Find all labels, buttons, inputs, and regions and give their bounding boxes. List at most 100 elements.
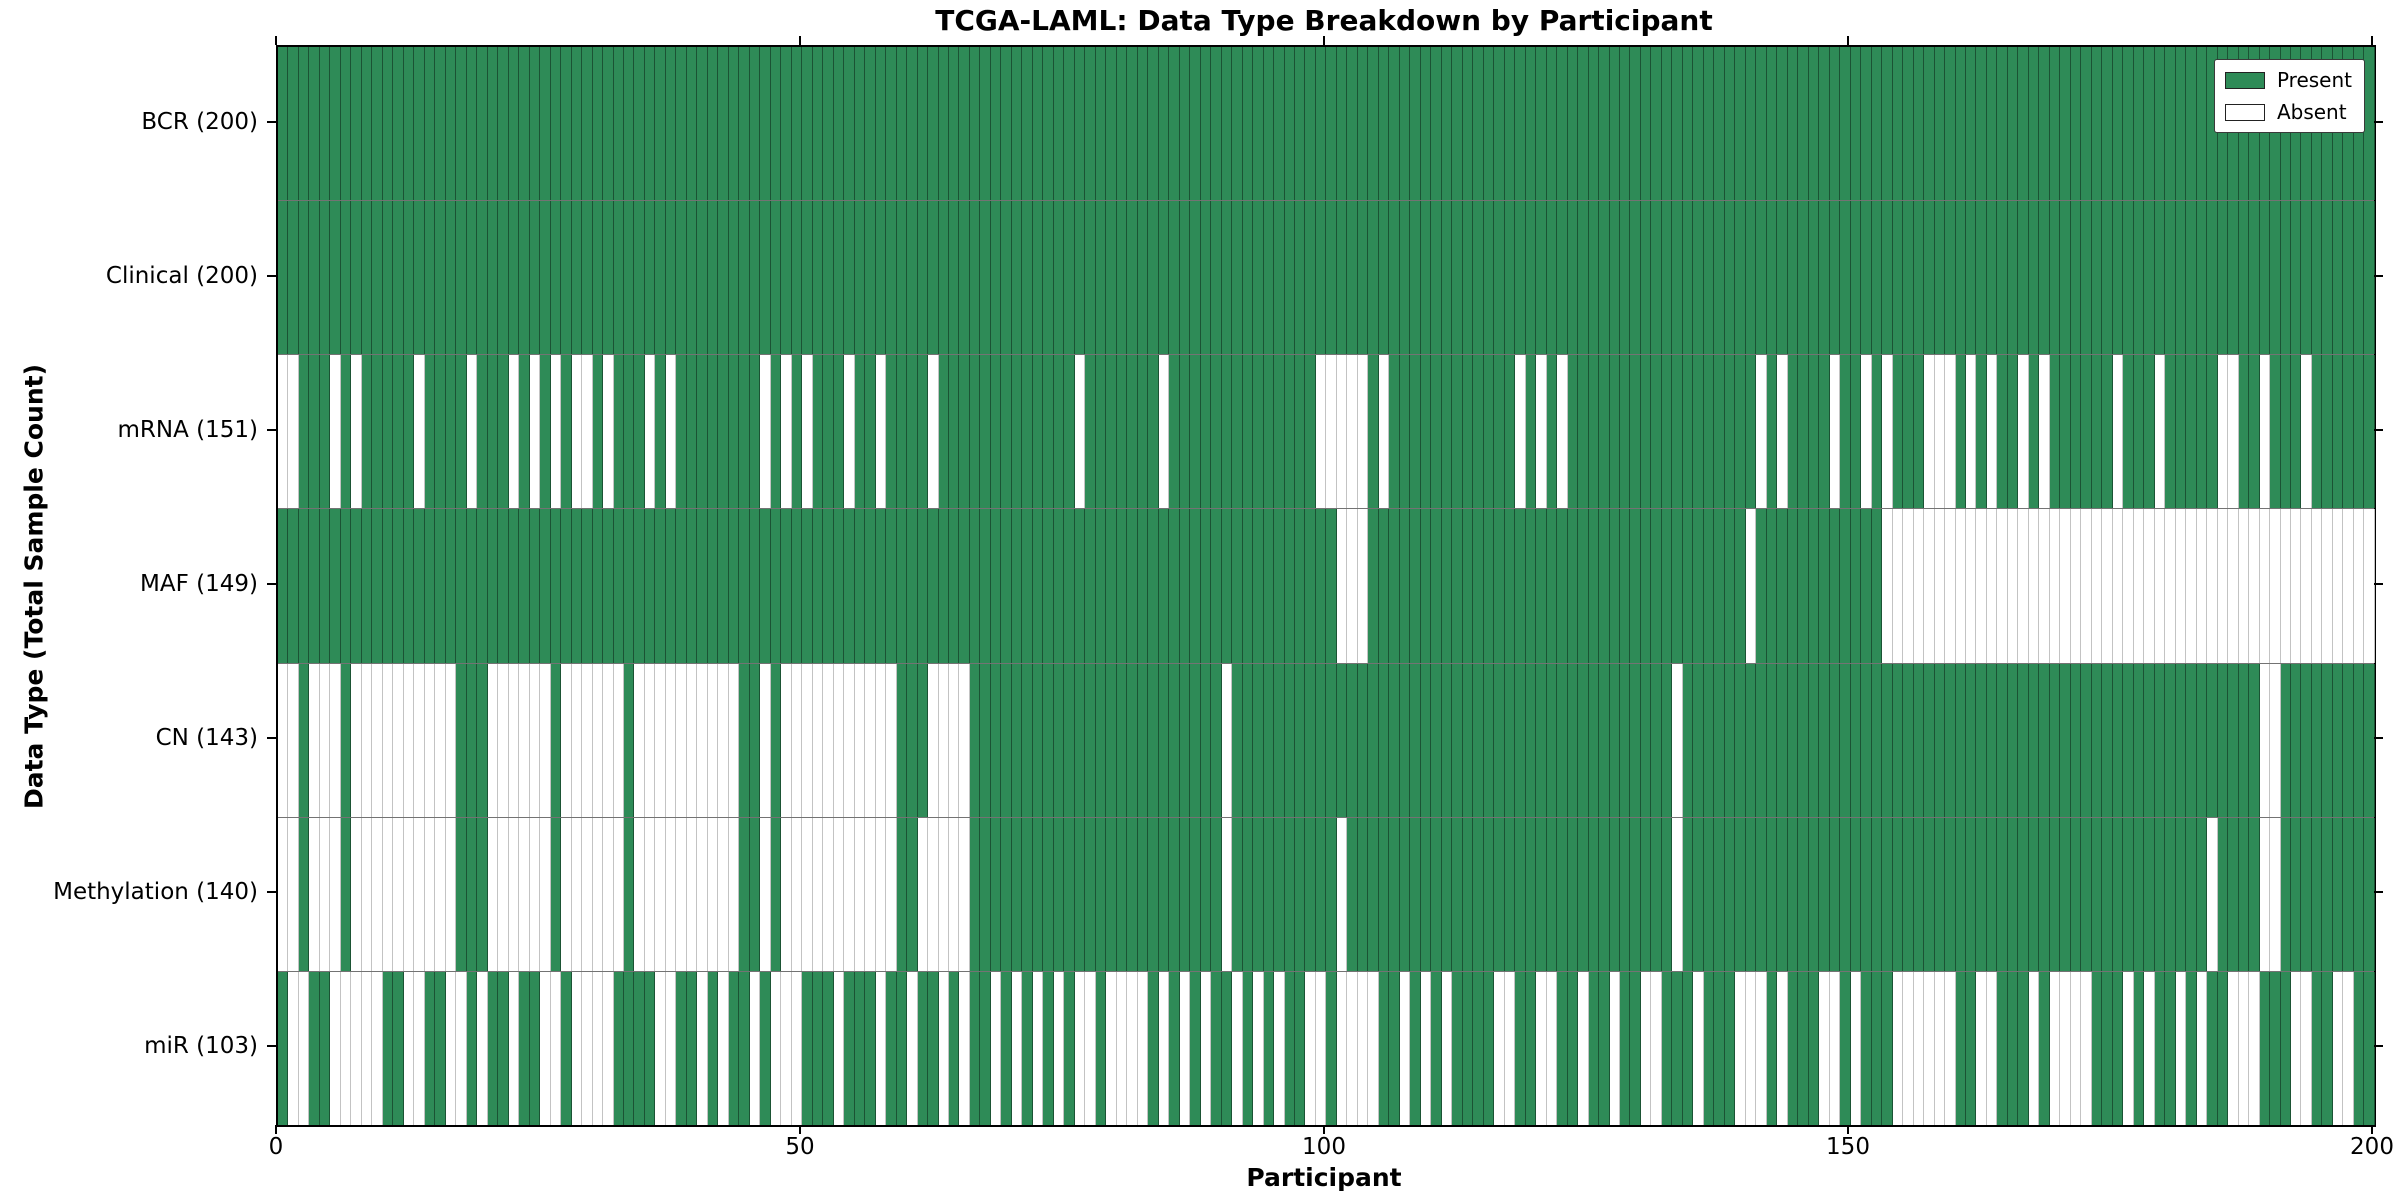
heatmap-cell [2249, 201, 2260, 355]
heatmap-cell [1242, 509, 1254, 663]
heatmap-cell [1536, 509, 1547, 663]
heatmap-cell [319, 509, 331, 663]
heatmap-cell [550, 355, 562, 509]
heatmap-cell [435, 663, 446, 817]
heatmap-cell [749, 817, 761, 971]
heatmap-cell [2165, 663, 2176, 817]
heatmap-cell [1032, 663, 1044, 817]
heatmap-cell [1085, 509, 1096, 663]
heatmap-cell [2322, 817, 2333, 971]
heatmap-cell [1410, 355, 1421, 509]
heatmap-cell [1389, 201, 1400, 355]
heatmap-cell [1315, 47, 1327, 201]
heatmap-cell [655, 355, 666, 509]
heatmap-cell [1043, 201, 1054, 355]
heatmap-cell [2353, 663, 2365, 817]
heatmap-cell [1934, 509, 1946, 663]
heatmap-cell [1326, 663, 1337, 817]
heatmap-cell [1525, 201, 1537, 355]
heatmap-cell [435, 817, 446, 971]
heatmap-cell [2081, 201, 2092, 355]
heatmap-cell [309, 817, 320, 971]
heatmap-cell [676, 663, 687, 817]
heatmap-cell [2175, 817, 2187, 971]
y-tick-label-MAF: MAF (149) [140, 571, 258, 597]
heatmap-cell [1515, 663, 1526, 817]
heatmap-cell [2091, 971, 2103, 1125]
heatmap-cell [2207, 817, 2218, 971]
heatmap-cell [739, 971, 750, 1125]
heatmap-cell [1378, 663, 1390, 817]
heatmap-cell [1945, 971, 1956, 1125]
heatmap-cell [456, 509, 467, 663]
heatmap-cell [582, 355, 593, 509]
heatmap-cell [1965, 201, 1977, 355]
heatmap-cell [854, 355, 866, 509]
heatmap-cell [456, 201, 467, 355]
heatmap-cell [2081, 47, 2092, 201]
heatmap-cell [1357, 201, 1369, 355]
heatmap-cell [2039, 971, 2050, 1125]
heatmap-cell [1211, 817, 1222, 971]
heatmap-cell [1504, 663, 1516, 817]
heatmap-cell [907, 201, 918, 355]
heatmap-cell [2081, 355, 2092, 509]
heatmap-cell [875, 355, 887, 509]
heatmap-cell [969, 201, 981, 355]
heatmap-cell [697, 355, 708, 509]
heatmap-cell [1462, 817, 1474, 971]
heatmap-cell [1032, 355, 1044, 509]
heatmap-cell [1011, 47, 1023, 201]
heatmap-cell [833, 201, 845, 355]
heatmap-cell [1913, 817, 1925, 971]
heatmap-cell [1284, 817, 1295, 971]
heatmap-cell [351, 355, 362, 509]
heatmap-cell [739, 355, 750, 509]
heatmap-cell [298, 817, 310, 971]
heatmap-cell [665, 971, 677, 1125]
heatmap-cell [582, 509, 593, 663]
heatmap-cell [686, 355, 698, 509]
heatmap-cell [1819, 47, 1830, 201]
heatmap-cell [1965, 509, 1977, 663]
heatmap-cell [1158, 355, 1170, 509]
heatmap-cell [1137, 509, 1149, 663]
heatmap-cell [414, 663, 425, 817]
heatmap-cell [2175, 509, 2187, 663]
heatmap-cell [980, 971, 991, 1125]
heatmap-cell [2217, 663, 2229, 817]
y-tick-mark-right [2374, 891, 2383, 893]
heatmap-cell [2060, 971, 2071, 1125]
heatmap-cell [1274, 817, 1285, 971]
heatmap-cell [1536, 971, 1547, 1125]
heatmap-cell [2007, 355, 2019, 509]
heatmap-cell [477, 355, 488, 509]
heatmap-cell [508, 201, 520, 355]
heatmap-cell [1148, 971, 1159, 1125]
heatmap-cell [2028, 509, 2040, 663]
heatmap-cell [2112, 509, 2124, 663]
heatmap-cell [1441, 509, 1453, 663]
heatmap-cell [1053, 509, 1065, 663]
heatmap-cell [1137, 47, 1149, 201]
heatmap-cell [2249, 355, 2260, 509]
heatmap-cell [2060, 47, 2071, 201]
heatmap-cell [623, 509, 635, 663]
heatmap-cell [1672, 509, 1683, 663]
heatmap-cell [1609, 509, 1620, 663]
heatmap-cell [1431, 509, 1442, 663]
heatmap-cell [844, 355, 855, 509]
heatmap-cell [424, 971, 436, 1125]
heatmap-cell [1997, 663, 2008, 817]
heatmap-cell [1504, 355, 1516, 509]
heatmap-cell [2123, 355, 2134, 509]
heatmap-cell [2102, 355, 2113, 509]
heatmap-cell [1378, 355, 1390, 509]
x-tick-label-100: 100 [1302, 1134, 1346, 1160]
heatmap-cell [1651, 201, 1662, 355]
heatmap-cell [1892, 509, 1904, 663]
heatmap-cell [1053, 47, 1065, 201]
heatmap-cell [1871, 509, 1883, 663]
heatmap-cell [1064, 817, 1075, 971]
heatmap-cell [1410, 971, 1421, 1125]
